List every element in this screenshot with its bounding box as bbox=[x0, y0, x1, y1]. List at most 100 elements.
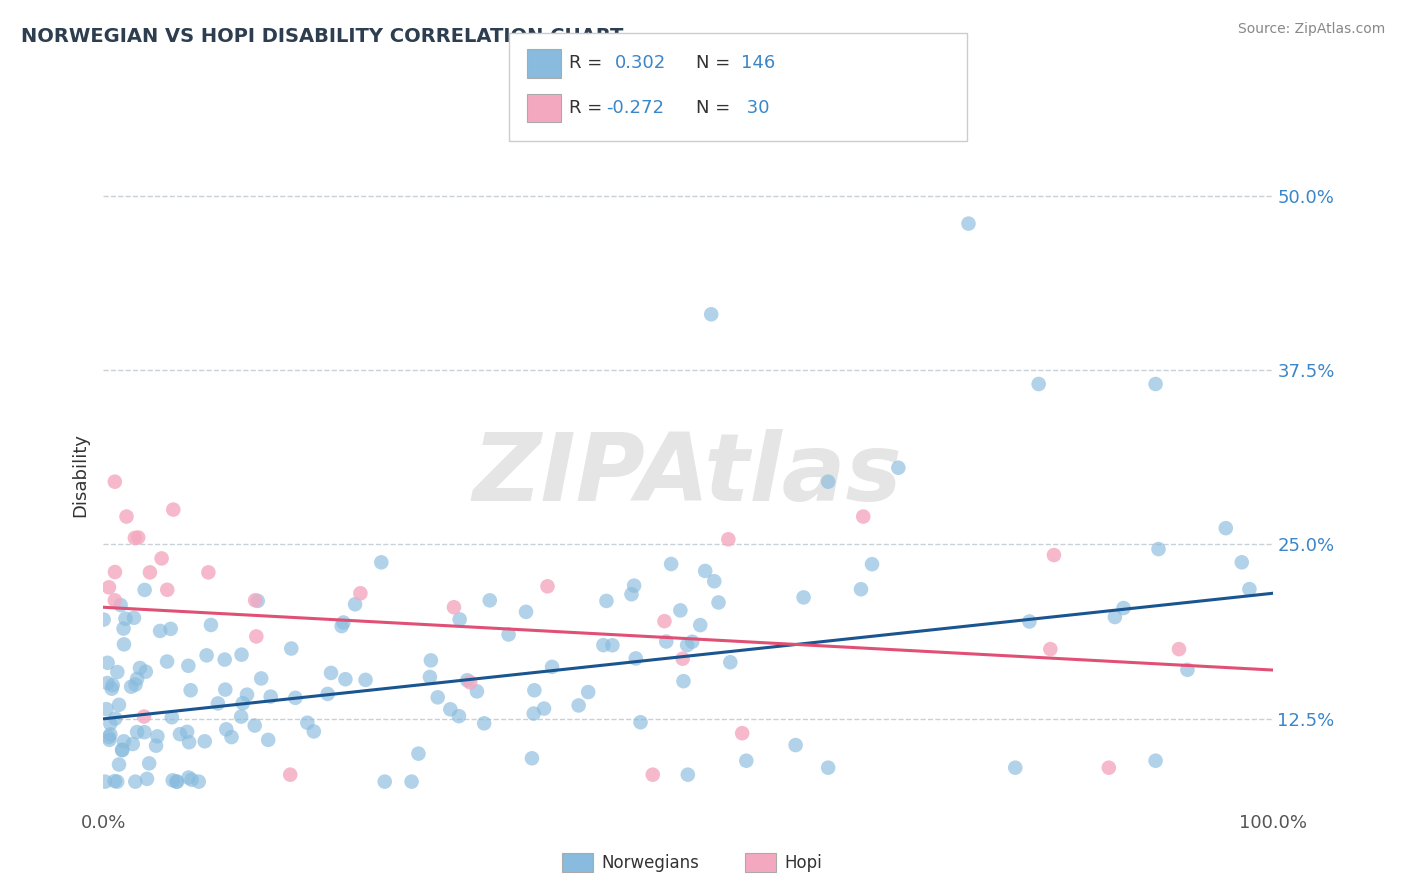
Point bbox=[162, 773, 184, 788]
Point bbox=[136, 772, 159, 786]
Point bbox=[624, 651, 647, 665]
Point bbox=[689, 618, 711, 632]
Point bbox=[120, 680, 142, 694]
Point bbox=[243, 593, 266, 607]
Point bbox=[354, 673, 377, 687]
Text: R =: R = bbox=[569, 54, 609, 72]
Point bbox=[166, 774, 188, 789]
Point bbox=[121, 737, 143, 751]
Point bbox=[125, 725, 148, 739]
Text: R =: R = bbox=[569, 99, 609, 117]
Point bbox=[472, 716, 495, 731]
Point bbox=[122, 611, 145, 625]
Point bbox=[200, 618, 222, 632]
Point bbox=[349, 586, 371, 600]
Point bbox=[104, 593, 127, 607]
Point bbox=[104, 565, 127, 579]
Point bbox=[1112, 601, 1135, 615]
Point bbox=[179, 735, 201, 749]
Point bbox=[231, 648, 253, 662]
Point bbox=[1004, 761, 1026, 775]
Text: NORWEGIAN VS HOPI DISABILITY CORRELATION CHART: NORWEGIAN VS HOPI DISABILITY CORRELATION… bbox=[21, 27, 623, 45]
Point bbox=[498, 627, 520, 641]
Point bbox=[695, 564, 717, 578]
Point bbox=[669, 603, 692, 617]
Point bbox=[602, 638, 624, 652]
Point bbox=[700, 307, 723, 321]
Point bbox=[676, 767, 699, 781]
Point bbox=[370, 555, 392, 569]
Point bbox=[97, 656, 120, 670]
Point bbox=[576, 685, 599, 699]
Point bbox=[1230, 555, 1253, 569]
Point bbox=[105, 665, 128, 679]
Point bbox=[849, 582, 872, 597]
Point bbox=[419, 653, 441, 667]
Point bbox=[159, 622, 181, 636]
Point bbox=[703, 574, 725, 589]
Point bbox=[232, 696, 254, 710]
Point bbox=[672, 674, 695, 689]
Point bbox=[101, 678, 124, 692]
Point bbox=[439, 702, 461, 716]
Point bbox=[149, 624, 172, 638]
Point bbox=[1147, 542, 1170, 557]
Point bbox=[110, 598, 132, 612]
Point bbox=[1144, 754, 1167, 768]
Point bbox=[250, 672, 273, 686]
Point bbox=[214, 652, 236, 666]
Point bbox=[330, 619, 353, 633]
Point bbox=[785, 738, 807, 752]
Point bbox=[1018, 615, 1040, 629]
Point bbox=[456, 673, 478, 688]
Point bbox=[134, 582, 156, 597]
Point bbox=[177, 658, 200, 673]
Point bbox=[112, 734, 135, 748]
Point bbox=[676, 638, 699, 652]
Point bbox=[1028, 377, 1050, 392]
Point bbox=[1168, 642, 1191, 657]
Point bbox=[735, 754, 758, 768]
Point bbox=[114, 612, 136, 626]
Point bbox=[302, 724, 325, 739]
Y-axis label: Disability: Disability bbox=[72, 433, 89, 516]
Point bbox=[630, 715, 652, 730]
Point bbox=[93, 613, 115, 627]
Point bbox=[887, 460, 910, 475]
Point bbox=[620, 587, 643, 601]
Point bbox=[408, 747, 430, 761]
Point bbox=[458, 675, 481, 690]
Point bbox=[246, 594, 269, 608]
Text: Source: ZipAtlas.com: Source: ZipAtlas.com bbox=[1237, 22, 1385, 37]
Point bbox=[221, 730, 243, 744]
Point bbox=[160, 710, 183, 724]
Text: N =: N = bbox=[696, 99, 735, 117]
Point bbox=[194, 734, 217, 748]
Point bbox=[817, 761, 839, 775]
Point bbox=[335, 672, 357, 686]
Point bbox=[374, 774, 396, 789]
Point bbox=[731, 726, 754, 740]
Point bbox=[297, 715, 319, 730]
Point bbox=[96, 676, 118, 690]
Point bbox=[718, 655, 741, 669]
Text: Norwegians: Norwegians bbox=[602, 854, 700, 871]
Point bbox=[332, 615, 354, 630]
Point bbox=[138, 756, 160, 771]
Point bbox=[180, 683, 202, 698]
Point bbox=[111, 743, 134, 757]
Point bbox=[100, 727, 122, 741]
Point bbox=[419, 670, 441, 684]
Point bbox=[717, 533, 740, 547]
Point bbox=[443, 600, 465, 615]
Point bbox=[659, 557, 682, 571]
Point bbox=[623, 579, 645, 593]
Text: 30: 30 bbox=[741, 99, 769, 117]
Point bbox=[98, 732, 121, 747]
Point bbox=[592, 638, 614, 652]
Point bbox=[520, 751, 543, 765]
Point bbox=[127, 672, 149, 686]
Point bbox=[1239, 582, 1261, 596]
Point bbox=[595, 594, 617, 608]
Point bbox=[176, 724, 198, 739]
